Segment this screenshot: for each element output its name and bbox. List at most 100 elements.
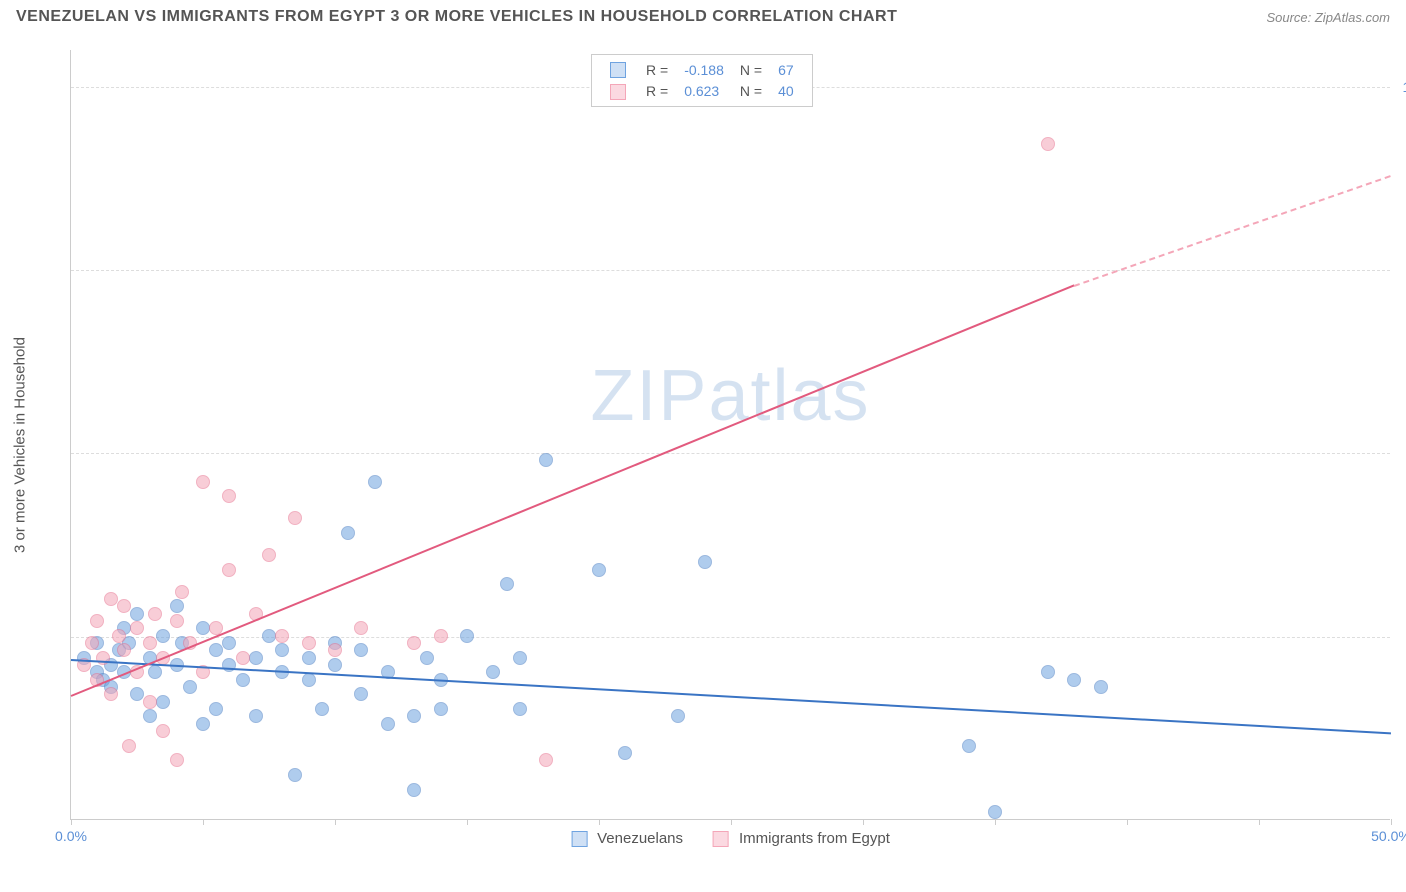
x-tick-mark: [1259, 819, 1260, 825]
scatter-point: [328, 643, 342, 657]
scatter-point: [112, 629, 126, 643]
scatter-point: [434, 629, 448, 643]
scatter-point: [513, 702, 527, 716]
scatter-point: [249, 651, 263, 665]
scatter-point: [328, 658, 342, 672]
scatter-point: [539, 453, 553, 467]
x-tick-mark: [335, 819, 336, 825]
scatter-point: [222, 636, 236, 650]
scatter-point: [618, 746, 632, 760]
gridline-horizontal: [71, 453, 1390, 454]
scatter-point: [249, 709, 263, 723]
scatter-point: [315, 702, 329, 716]
scatter-point: [368, 475, 382, 489]
scatter-point: [460, 629, 474, 643]
scatter-point: [222, 563, 236, 577]
scatter-point: [117, 643, 131, 657]
x-tick-mark: [1127, 819, 1128, 825]
scatter-point: [236, 651, 250, 665]
y-tick-label: 100.0%: [1395, 79, 1406, 95]
scatter-point: [143, 636, 157, 650]
scatter-point: [513, 651, 527, 665]
legend-item: Venezuelans: [571, 830, 683, 847]
y-tick-label: 25.0%: [1395, 629, 1406, 645]
scatter-point: [486, 665, 500, 679]
scatter-point: [156, 629, 170, 643]
trend-line: [71, 659, 1391, 734]
x-tick-mark: [731, 819, 732, 825]
plot-area: ZIPatlas 25.0%50.0%75.0%100.0%0.0%50.0%R…: [70, 50, 1390, 820]
scatter-point: [262, 548, 276, 562]
scatter-point: [988, 805, 1002, 819]
scatter-point: [148, 607, 162, 621]
scatter-point: [170, 614, 184, 628]
scatter-point: [354, 687, 368, 701]
gridline-horizontal: [71, 270, 1390, 271]
scatter-point: [288, 511, 302, 525]
scatter-point: [262, 629, 276, 643]
scatter-point: [122, 739, 136, 753]
scatter-point: [117, 599, 131, 613]
scatter-point: [698, 555, 712, 569]
y-axis-title: 3 or more Vehicles in Household: [12, 337, 29, 553]
y-tick-label: 75.0%: [1395, 262, 1406, 278]
scatter-point: [962, 739, 976, 753]
scatter-point: [1041, 137, 1055, 151]
source-label: Source: ZipAtlas.com: [1266, 10, 1390, 25]
chart-title: VENEZUELAN VS IMMIGRANTS FROM EGYPT 3 OR…: [16, 8, 897, 26]
scatter-point: [90, 614, 104, 628]
x-tick-mark: [599, 819, 600, 825]
trend-line: [71, 285, 1075, 698]
scatter-point: [148, 665, 162, 679]
scatter-point: [196, 717, 210, 731]
scatter-point: [1094, 680, 1108, 694]
scatter-point: [302, 673, 316, 687]
watermark-bold: ZIP: [590, 356, 708, 436]
scatter-point: [222, 489, 236, 503]
scatter-point: [671, 709, 685, 723]
scatter-point: [341, 526, 355, 540]
scatter-point: [354, 621, 368, 635]
x-tick-label: 50.0%: [1371, 828, 1406, 844]
scatter-point: [288, 768, 302, 782]
scatter-point: [539, 753, 553, 767]
scatter-point: [302, 636, 316, 650]
x-tick-mark: [863, 819, 864, 825]
scatter-point: [236, 673, 250, 687]
scatter-point: [143, 709, 157, 723]
scatter-point: [130, 621, 144, 635]
x-tick-mark: [995, 819, 996, 825]
scatter-point: [500, 577, 514, 591]
scatter-point: [381, 717, 395, 731]
scatter-point: [130, 687, 144, 701]
scatter-point: [209, 702, 223, 716]
scatter-point: [175, 585, 189, 599]
x-tick-mark: [203, 819, 204, 825]
scatter-point: [156, 724, 170, 738]
chart-container: 3 or more Vehicles in Household ZIPatlas…: [50, 50, 1390, 840]
scatter-point: [170, 599, 184, 613]
scatter-point: [130, 607, 144, 621]
scatter-point: [1067, 673, 1081, 687]
scatter-point: [407, 709, 421, 723]
scatter-point: [592, 563, 606, 577]
scatter-point: [156, 695, 170, 709]
scatter-point: [170, 753, 184, 767]
x-tick-mark: [71, 819, 72, 825]
scatter-point: [354, 643, 368, 657]
scatter-point: [407, 636, 421, 650]
scatter-point: [104, 687, 118, 701]
scatter-point: [183, 680, 197, 694]
scatter-point: [196, 475, 210, 489]
scatter-point: [275, 629, 289, 643]
scatter-point: [434, 702, 448, 716]
scatter-point: [407, 783, 421, 797]
y-tick-label: 50.0%: [1395, 445, 1406, 461]
scatter-point: [1041, 665, 1055, 679]
series-legend: Venezuelans Immigrants from Egypt: [571, 830, 890, 847]
legend-item: Immigrants from Egypt: [713, 830, 890, 847]
scatter-point: [275, 643, 289, 657]
scatter-point: [420, 651, 434, 665]
x-tick-mark: [467, 819, 468, 825]
scatter-point: [85, 636, 99, 650]
